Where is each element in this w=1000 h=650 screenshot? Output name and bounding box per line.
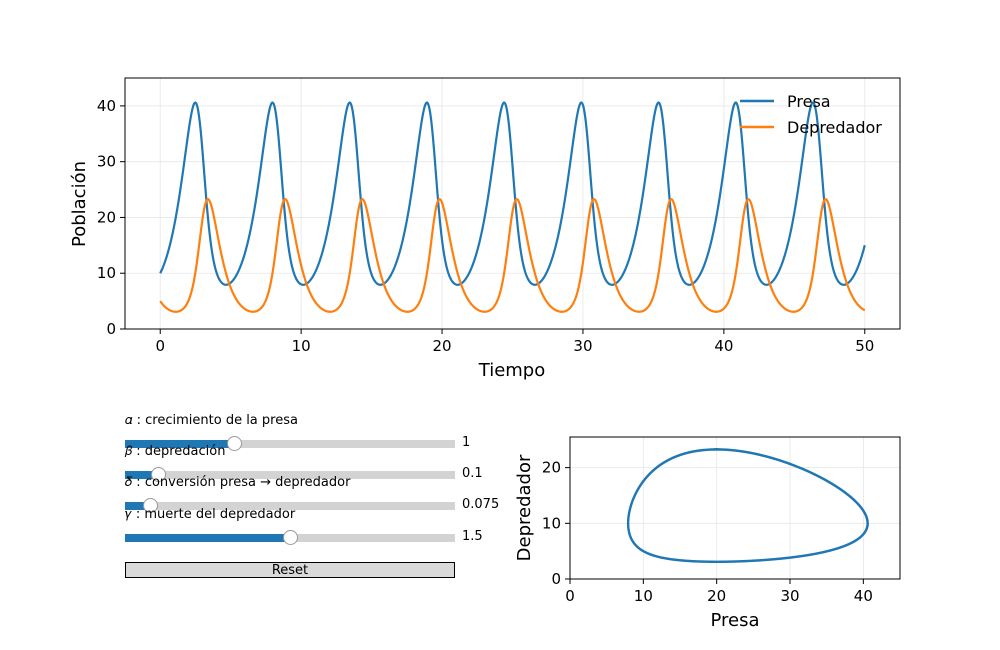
phase-ylabel: Depredador: [514, 454, 535, 561]
phase-frame: [569, 436, 901, 580]
time-series-ytick-label: 0: [106, 320, 116, 338]
phase-lines: [626, 448, 869, 563]
slider-knob[interactable]: [226, 436, 242, 451]
slider-value: 1: [462, 435, 471, 450]
phase-xtick-label: 0: [565, 587, 575, 605]
slider-value: 0.1: [462, 466, 483, 481]
time-series-xtick-label: 50: [855, 337, 874, 355]
phase-xtick-label: 40: [854, 587, 873, 605]
time-series-xtick-label: 20: [432, 337, 451, 355]
phase-trajectory: [626, 448, 869, 563]
phase-ytick-label: 20: [542, 459, 561, 477]
slider-fill: [125, 534, 290, 542]
legend-label-presa: Presa: [787, 92, 831, 111]
slider-fill: [125, 471, 158, 479]
time-series-ytick-label: 30: [97, 153, 116, 171]
time-series-ytick-label: 40: [97, 97, 116, 115]
time-series-xlabel: Tiempo: [478, 360, 546, 381]
time-series-ytick-label: 20: [97, 208, 116, 226]
slider-value: 0.075: [462, 497, 500, 512]
phase-ytick-label: 10: [542, 514, 561, 532]
legend-label-depredador: Depredador: [787, 118, 882, 137]
slider-value: 1.5: [462, 529, 483, 544]
slider-knob[interactable]: [283, 530, 298, 545]
slider-fill: [125, 440, 234, 448]
slider-track[interactable]: [125, 436, 455, 451]
phase-grid: [569, 437, 900, 580]
time-series-ytick-label: 10: [97, 264, 116, 282]
time-series-ylabel: Población: [69, 161, 90, 247]
slider-track[interactable]: [125, 498, 455, 513]
series-line-presa: [159, 101, 866, 286]
time-series-ticks: 0 10 20 30 40 50 0 10 20 30 40: [97, 97, 874, 355]
phase-xlabel: Presa: [710, 610, 759, 631]
time-series-xtick-label: 40: [714, 337, 733, 355]
slider-track[interactable]: [125, 530, 455, 545]
slider-knob[interactable]: [151, 467, 166, 482]
slider-label: 𝛼 : crecimiento de la presa: [125, 413, 298, 428]
phase-xtick-label: 30: [780, 587, 799, 605]
time-series-xtick-label: 0: [155, 337, 165, 355]
phase-xtick-label: 20: [707, 587, 726, 605]
phase-ticks: 0 10 20 30 40 0 10 20: [542, 459, 873, 605]
reset-button[interactable]: Reset: [125, 562, 455, 578]
time-series-lines: [159, 101, 866, 313]
series-line-depredador: [159, 197, 866, 313]
slider-label: 𝛿 : conversión presa → depredador: [125, 475, 351, 490]
time-series-xtick-label: 30: [573, 337, 592, 355]
time-series-frame: [124, 77, 901, 330]
slider-label: 𝛽 : depredación: [125, 444, 226, 459]
slider-label: 𝛾 : muerte del depredador: [125, 507, 296, 522]
time-series-xtick-label: 10: [292, 337, 311, 355]
slider-track[interactable]: [125, 467, 455, 482]
slider-fill: [125, 502, 150, 510]
time-series-grid: [125, 78, 900, 330]
legend: Presa Depredador: [740, 92, 882, 137]
phase-ytick-label: 0: [551, 570, 561, 588]
phase-xtick-label: 10: [634, 587, 653, 605]
slider-knob[interactable]: [142, 498, 158, 513]
